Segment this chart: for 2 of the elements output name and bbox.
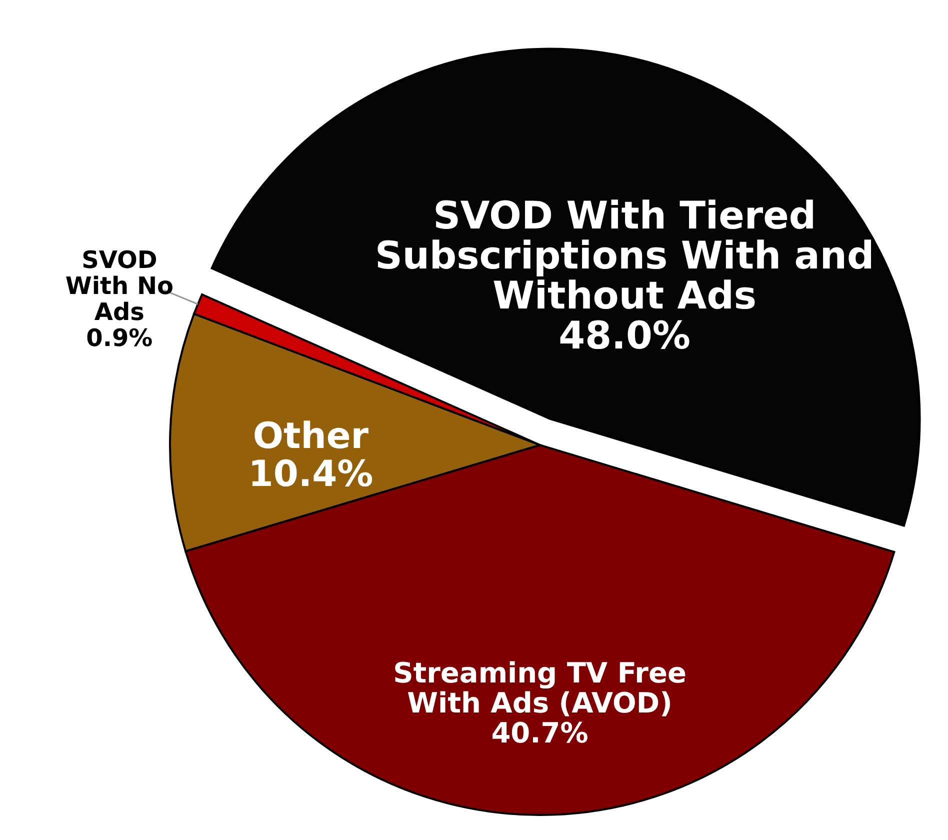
data-label: 0.9% (86, 324, 153, 352)
slice-label: SVOD With No Ads (65, 246, 174, 326)
